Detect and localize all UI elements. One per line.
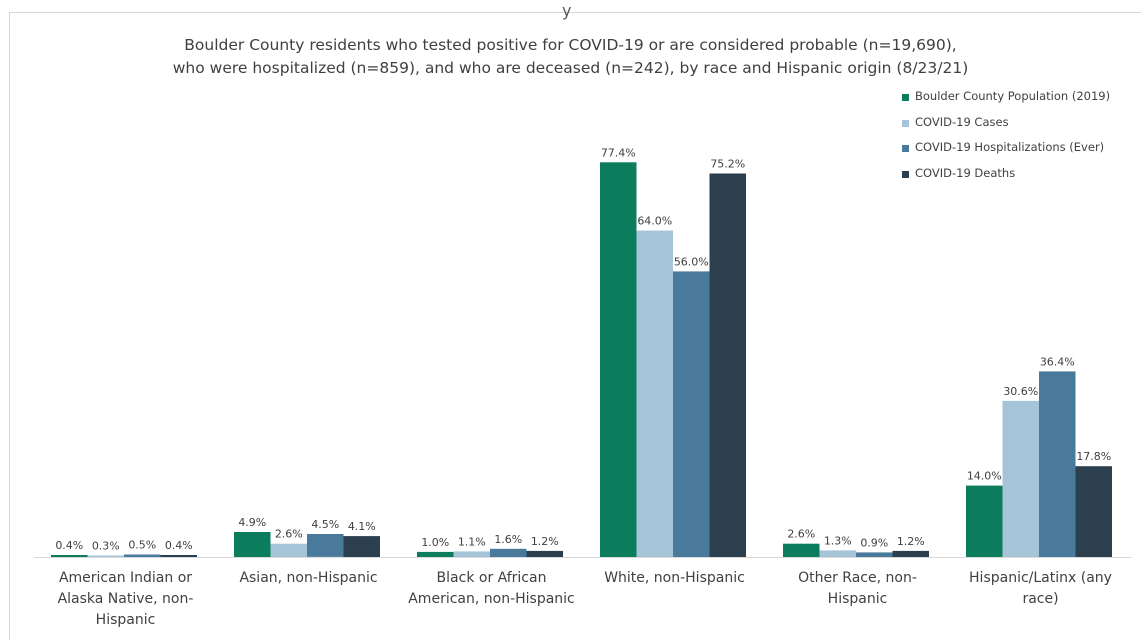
header-glyph: y bbox=[562, 1, 572, 20]
data-label-4-cat-5: 1.2% bbox=[897, 535, 925, 548]
bar-4-cat-4 bbox=[709, 173, 746, 557]
chart-legend: Boulder County Population (2019) COVID-19… bbox=[902, 89, 1110, 191]
legend-swatch-2 bbox=[902, 119, 909, 127]
data-label-2-cat-3: 1.1% bbox=[458, 535, 486, 548]
data-label-2-cat-1: 0.3% bbox=[92, 540, 120, 553]
bar-3-cat-3 bbox=[490, 548, 527, 557]
bar-2-cat-2 bbox=[270, 543, 307, 557]
bar-2-cat-5 bbox=[819, 550, 856, 557]
bar-3-cat-2 bbox=[307, 534, 344, 557]
data-label-1-cat-6: 14.0% bbox=[967, 470, 1002, 483]
bar-1-cat-4 bbox=[600, 162, 637, 558]
category-label-5-line-1: Other Race, non- bbox=[798, 570, 917, 586]
bar-3-cat-6 bbox=[1039, 371, 1076, 557]
data-label-3-cat-4: 56.0% bbox=[674, 255, 709, 268]
bar-4-cat-3 bbox=[526, 550, 563, 557]
data-label-1-cat-5: 2.6% bbox=[787, 528, 815, 541]
data-label-3-cat-3: 1.6% bbox=[494, 533, 522, 546]
legend-swatch-1 bbox=[902, 94, 909, 101]
bar-1-cat-1 bbox=[51, 555, 88, 557]
category-label-6-line-1: Hispanic/Latinx (any bbox=[969, 570, 1112, 586]
category-label-2-line-1: Asian, non-Hispanic bbox=[239, 570, 378, 586]
data-label-2-cat-5: 1.3% bbox=[824, 534, 852, 547]
data-label-1-cat-3: 1.0% bbox=[421, 536, 449, 549]
bar-1-cat-6 bbox=[966, 485, 1003, 557]
data-label-4-cat-4: 75.2% bbox=[710, 158, 745, 171]
category-label-4: White, non-Hispanic bbox=[590, 568, 760, 589]
data-label-2-cat-6: 30.6% bbox=[1003, 385, 1038, 398]
category-label-5: Other Race, non- Hispanic bbox=[773, 568, 943, 610]
category-label-3-line-2: American, non-Hispanic bbox=[408, 591, 575, 607]
legend-label-3: COVID-19 Hospitalizations (Ever) bbox=[915, 140, 1105, 154]
bar-4-cat-2 bbox=[343, 536, 380, 557]
chart-title-line-2: who were hospitalized (n=859), and who a… bbox=[172, 59, 969, 77]
category-label-3-line-1: Black or African bbox=[436, 570, 547, 586]
bar-3-cat-4 bbox=[673, 271, 710, 557]
legend-label-4: COVID-19 Deaths bbox=[915, 165, 1016, 180]
legend-swatch-3 bbox=[902, 145, 909, 152]
category-label-5-line-2: Hispanic bbox=[827, 591, 888, 607]
bar-4-cat-5 bbox=[892, 550, 929, 557]
legend-item-3: COVID-19 Hospitalizations (Ever) bbox=[902, 140, 1110, 166]
category-label-2: Asian, non-Hispanic bbox=[224, 568, 394, 589]
data-label-4-cat-3: 1.2% bbox=[531, 535, 559, 548]
data-label-2-cat-2: 2.6% bbox=[275, 528, 303, 541]
chart-title-line-1: Boulder County residents who tested posi… bbox=[184, 36, 957, 54]
data-label-3-cat-5: 0.9% bbox=[860, 536, 888, 549]
data-label-2-cat-4: 64.0% bbox=[637, 215, 672, 228]
bar-1-cat-3 bbox=[417, 551, 454, 557]
data-label-4-cat-1: 0.4% bbox=[165, 539, 193, 552]
bar-2-cat-4 bbox=[636, 230, 673, 557]
bar-2-cat-1 bbox=[87, 555, 124, 557]
category-label-3: Black or African American, non-Hispanic bbox=[407, 568, 577, 610]
category-label-6: Hispanic/Latinx (any race) bbox=[956, 568, 1126, 610]
category-label-4-line-1: White, non-Hispanic bbox=[604, 570, 745, 586]
chart-title: Boulder County residents who tested posi… bbox=[0, 34, 1141, 80]
bar-2-cat-6 bbox=[1002, 400, 1039, 557]
bar-3-cat-5 bbox=[856, 552, 893, 557]
legend-label-2: COVID-19 Cases bbox=[915, 114, 1009, 129]
bar-1-cat-2 bbox=[234, 532, 271, 557]
bar-4-cat-1 bbox=[160, 555, 197, 557]
data-label-3-cat-2: 4.5% bbox=[311, 518, 339, 531]
legend-swatch-4 bbox=[902, 170, 909, 178]
data-label-4-cat-6: 17.8% bbox=[1076, 450, 1111, 463]
bar-2-cat-3 bbox=[453, 551, 490, 557]
category-label-6-line-2: race) bbox=[1022, 591, 1059, 607]
legend-item-4: COVID-19 Deaths bbox=[902, 166, 1110, 192]
category-label-1: American Indian or Alaska Native, non- His… bbox=[41, 568, 211, 631]
data-label-1-cat-4: 77.4% bbox=[601, 146, 636, 159]
data-label-1-cat-1: 0.4% bbox=[55, 539, 83, 552]
bar-4-cat-6 bbox=[1075, 466, 1112, 557]
legend-label-1: Boulder County Population (2019) bbox=[915, 89, 1111, 103]
legend-item-2: COVID-19 Cases bbox=[902, 115, 1110, 141]
data-label-3-cat-1: 0.5% bbox=[128, 539, 156, 552]
data-label-4-cat-2: 4.1% bbox=[348, 520, 376, 533]
category-label-1-line-2: Alaska Native, non- bbox=[57, 591, 194, 607]
category-label-1-line-1: American Indian or bbox=[58, 570, 193, 586]
chart-frame: y bbox=[9, 3, 1141, 640]
bar-3-cat-1 bbox=[124, 554, 161, 557]
data-label-3-cat-6: 36.4% bbox=[1040, 355, 1075, 368]
legend-item-1: Boulder County Population (2019) bbox=[902, 89, 1110, 115]
data-label-1-cat-2: 4.9% bbox=[238, 516, 266, 529]
bar-1-cat-5 bbox=[783, 543, 820, 557]
category-label-1-line-3: Hispanic bbox=[95, 612, 156, 628]
